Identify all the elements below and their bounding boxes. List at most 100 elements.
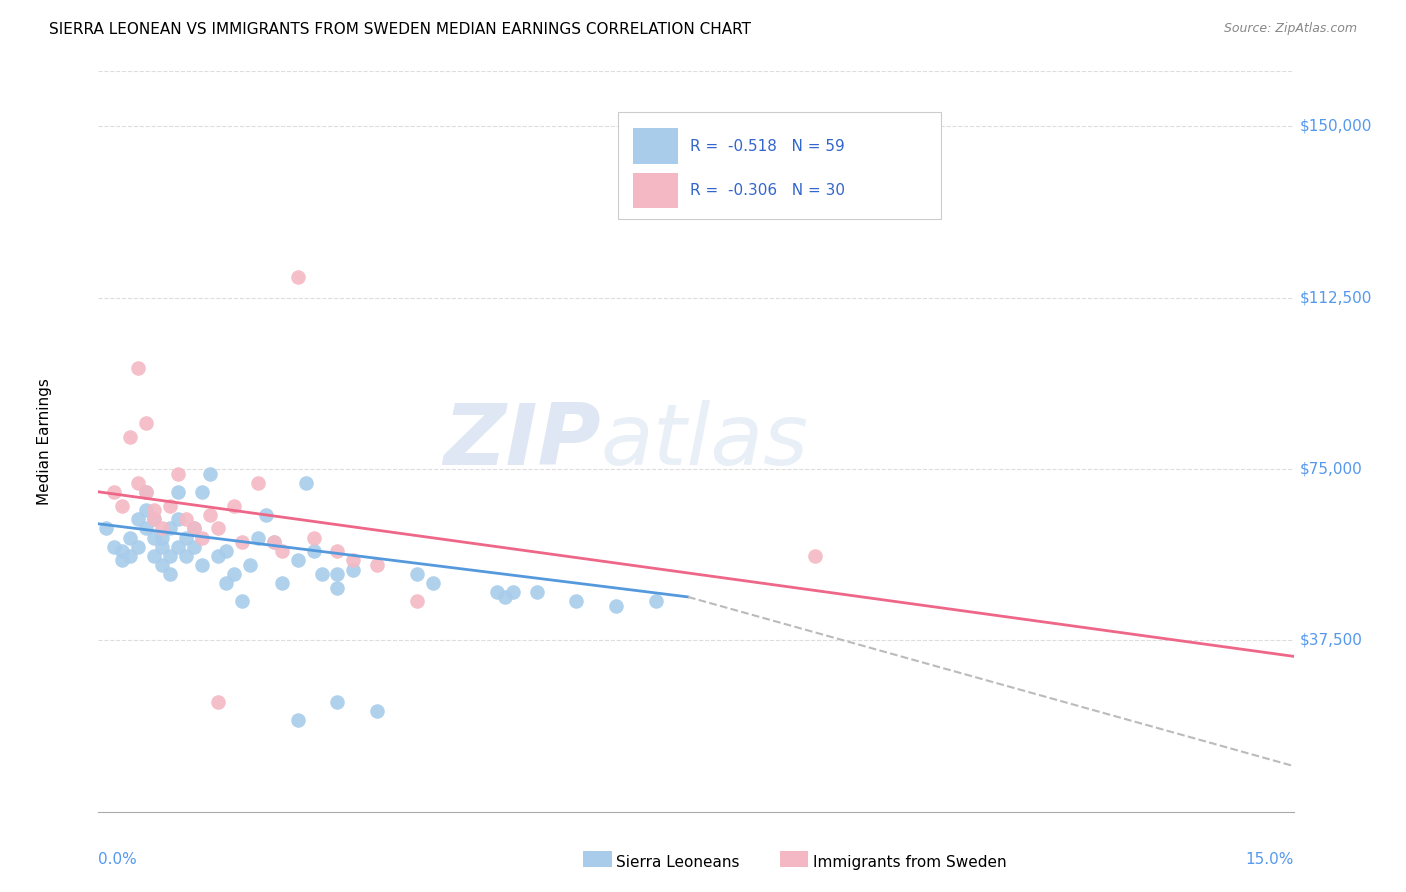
Point [191,531,214,545]
Point [406,594,429,608]
Point [302,544,325,558]
Point [502,585,524,599]
Point [342,553,364,567]
Point [366,704,388,718]
Point [174,512,197,526]
Point [167,512,190,526]
Point [246,531,269,545]
Point [366,558,388,572]
Point [231,535,253,549]
Point [326,544,349,558]
Point [263,535,285,549]
Point [294,475,316,490]
Point [135,484,157,499]
Point [159,521,181,535]
Point [111,499,134,513]
Point [183,521,205,535]
Point [239,558,262,572]
Point [143,503,166,517]
Point [167,484,190,499]
Point [263,535,285,549]
Point [222,499,245,513]
Point [207,695,229,709]
Point [246,475,269,490]
Point [135,484,157,499]
Point [311,567,333,582]
Point [191,484,214,499]
Point [287,714,309,728]
Point [150,531,173,545]
Point [150,521,173,535]
Point [143,512,166,526]
Point [167,467,190,481]
Point [167,540,190,554]
Point [103,540,125,554]
Point [605,599,627,613]
Text: $75,000: $75,000 [1299,461,1362,476]
Point [198,508,221,522]
Point [215,576,238,591]
Point [159,499,181,513]
Text: atlas: atlas [600,400,808,483]
Text: R =  -0.306   N = 30: R = -0.306 N = 30 [690,183,845,198]
Point [342,562,364,576]
Point [207,521,229,535]
Point [326,581,349,595]
Point [127,361,149,376]
Text: $112,500: $112,500 [1299,290,1372,305]
Point [150,558,173,572]
Point [215,544,238,558]
FancyBboxPatch shape [633,173,678,209]
Point [143,549,166,563]
Text: ZIP: ZIP [443,400,600,483]
Point [207,549,229,563]
Point [127,512,149,526]
Text: Sierra Leoneans: Sierra Leoneans [616,855,740,870]
Text: Immigrants from Sweden: Immigrants from Sweden [813,855,1007,870]
Point [526,585,548,599]
Point [135,503,157,517]
Point [326,695,349,709]
Point [222,567,245,582]
Point [565,594,588,608]
Point [111,553,134,567]
Text: Median Earnings: Median Earnings [37,378,52,505]
Point [198,467,221,481]
Point [96,521,118,535]
Point [127,540,149,554]
Point [804,549,827,563]
Point [494,590,516,604]
Point [191,558,214,572]
Point [287,553,309,567]
Point [287,270,309,285]
Point [143,531,166,545]
Point [485,585,508,599]
Point [111,544,134,558]
Point [103,484,125,499]
Point [183,521,205,535]
Text: $150,000: $150,000 [1299,119,1372,134]
FancyBboxPatch shape [633,128,678,164]
Point [120,531,142,545]
Point [127,475,149,490]
Text: Source: ZipAtlas.com: Source: ZipAtlas.com [1223,22,1357,36]
Point [302,531,325,545]
Point [270,544,292,558]
Point [174,531,197,545]
Point [120,549,142,563]
Point [143,512,166,526]
Point [254,508,277,522]
Point [120,430,142,444]
Point [159,567,181,582]
Point [422,576,444,591]
FancyBboxPatch shape [619,112,941,219]
Point [231,594,253,608]
Point [174,549,197,563]
Point [159,549,181,563]
Text: 15.0%: 15.0% [1246,853,1294,867]
Point [645,594,668,608]
Text: SIERRA LEONEAN VS IMMIGRANTS FROM SWEDEN MEDIAN EARNINGS CORRELATION CHART: SIERRA LEONEAN VS IMMIGRANTS FROM SWEDEN… [49,22,751,37]
Point [326,567,349,582]
Point [183,540,205,554]
Point [270,576,292,591]
